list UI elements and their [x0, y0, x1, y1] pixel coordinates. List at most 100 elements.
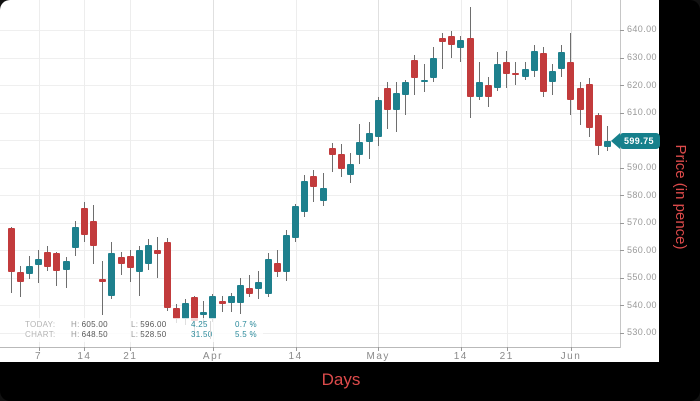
candle-wick [221, 295, 223, 313]
chart-label: CHART: [25, 330, 56, 339]
last-price-value: 599.75 [620, 132, 660, 149]
y-axis-title: Price (in pence) [672, 144, 689, 250]
candle-up [145, 244, 153, 265]
v-gridline [570, 0, 572, 347]
last-price-badge: 599.75 [611, 132, 660, 149]
candle-up [209, 295, 217, 320]
candle-up [264, 258, 272, 295]
y-tick-label: 590.00 [627, 162, 657, 173]
candle-up [282, 235, 290, 273]
x-tick-label: May [366, 351, 390, 362]
stats-legend: TODAY: H: 605.00 L: 596.00 4.25 0.7 % CHAR… [25, 318, 263, 342]
candle-up [402, 82, 410, 95]
candle-down [438, 38, 446, 43]
v-gridline [506, 0, 508, 347]
today-low: L: 596.00 [131, 320, 167, 329]
candle-wick [38, 250, 40, 284]
h-gridline [0, 112, 620, 114]
today-high: H: 605.00 [71, 320, 108, 329]
y-tick [620, 85, 624, 87]
candle-up [181, 302, 189, 320]
y-tick [620, 112, 624, 114]
candle-down [99, 279, 107, 283]
h-gridline [0, 332, 620, 334]
candle-up [301, 181, 309, 212]
legend-divider [210, 321, 211, 339]
today-change: 4.25 [191, 320, 208, 329]
x-tick-label: Jun [560, 351, 582, 362]
candle-down [328, 148, 336, 156]
x-tick [295, 347, 297, 351]
candle-up [255, 282, 263, 289]
v-gridline [378, 0, 380, 347]
candle-down [337, 153, 345, 170]
candle-up [200, 312, 208, 316]
v-gridline [460, 0, 462, 347]
x-tick [84, 347, 86, 351]
candle-down [448, 35, 456, 46]
y-tick-label: 620.00 [627, 79, 657, 90]
chart-high: H: 648.50 [71, 330, 108, 339]
chart-change: 31.50 [191, 330, 213, 339]
candle-wick [460, 35, 462, 62]
candle-up [71, 226, 79, 248]
x-tick-label: 7 [35, 351, 43, 362]
candle-up [25, 265, 33, 274]
h-gridline [0, 57, 620, 59]
today-label: TODAY: [25, 320, 56, 329]
y-tick [620, 29, 624, 31]
candle-wick [441, 32, 443, 69]
h-gridline [0, 140, 620, 142]
candle-down [218, 301, 226, 305]
x-tick [570, 347, 572, 351]
y-tick [620, 332, 624, 334]
plot-area[interactable] [0, 0, 621, 348]
y-tick-label: 550.00 [627, 272, 657, 283]
y-tick-label: 580.00 [627, 189, 657, 200]
candle-down [466, 38, 474, 98]
y-tick-label: 570.00 [627, 217, 657, 228]
candle-down [273, 262, 281, 273]
y-tick-label: 530.00 [627, 327, 657, 338]
x-tick [38, 347, 40, 351]
y-tick-label: 540.00 [627, 299, 657, 310]
h-gridline [0, 305, 620, 307]
candle-up [420, 79, 428, 82]
y-tick [620, 167, 624, 169]
candle-wick [65, 257, 67, 288]
candle-wick [102, 261, 104, 316]
candle-up [35, 258, 43, 266]
candle-down [172, 308, 180, 320]
candle-up [393, 93, 401, 110]
v-gridline [130, 0, 132, 347]
candle-wick [230, 293, 232, 313]
x-tick-label: 21 [123, 351, 138, 362]
candle-down [576, 87, 584, 110]
y-tick-label: 610.00 [627, 107, 657, 118]
candle-up [136, 250, 144, 273]
candle-up [108, 253, 116, 296]
candle-down [117, 257, 125, 265]
x-tick-label: 21 [499, 351, 514, 362]
candle-down [80, 207, 88, 236]
badge-arrow-icon [611, 132, 620, 149]
candle-wick [423, 64, 425, 92]
chart-percent: 5.5 % [235, 330, 257, 339]
candle-down [512, 72, 520, 76]
candle-down [585, 83, 593, 128]
h-gridline [0, 85, 620, 87]
y-tick [620, 195, 624, 197]
candle-down [310, 175, 318, 187]
y-tick-label: 640.00 [627, 24, 657, 35]
h-gridline [0, 277, 620, 279]
chart-low: L: 528.50 [131, 330, 167, 339]
h-gridline [0, 167, 620, 169]
h-gridline [0, 195, 620, 197]
h-gridline [0, 29, 620, 31]
y-tick [620, 57, 624, 59]
x-tick-label: 14 [453, 351, 468, 362]
x-tick-label: 14 [288, 351, 303, 362]
candle-up [494, 64, 502, 88]
y-tick [620, 222, 624, 224]
